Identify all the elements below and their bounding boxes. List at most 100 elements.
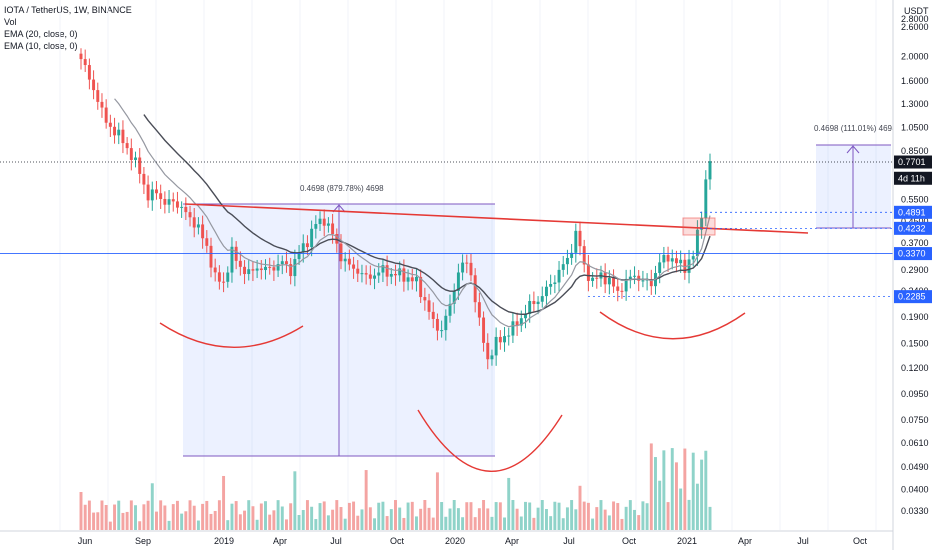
- candle-body: [322, 218, 326, 226]
- price-tick-label: 0.5500: [901, 194, 929, 204]
- ema20-line: [143, 114, 711, 315]
- volume-bar: [591, 518, 595, 530]
- volume-bar: [280, 506, 284, 530]
- volume-bar: [452, 500, 456, 530]
- candle-body: [503, 336, 506, 343]
- zone2-arrowhead: [846, 145, 860, 154]
- price-label-text: 0.7701: [898, 157, 926, 167]
- volume-bar: [129, 500, 133, 530]
- volume-bar: [159, 500, 163, 530]
- volume-bar: [255, 519, 259, 530]
- candle-body: [695, 229, 699, 257]
- volume-bar: [92, 512, 96, 530]
- volume-bar: [104, 504, 108, 530]
- candle-body: [289, 264, 293, 277]
- candle-body: [394, 273, 397, 276]
- candle-body: [285, 261, 288, 265]
- volume-bar: [373, 518, 377, 530]
- time-tick-label: 2019: [214, 536, 234, 546]
- volume-bar: [146, 500, 150, 530]
- price-tick-label: 0.8500: [901, 146, 929, 156]
- volume-bar: [377, 502, 381, 530]
- volume-bar: [175, 500, 179, 530]
- candle-body: [175, 201, 179, 208]
- candle-body: [347, 258, 351, 265]
- candle-body: [603, 272, 607, 285]
- volume-bar: [515, 508, 519, 530]
- candle-body: [507, 335, 511, 337]
- volume-bar: [440, 502, 444, 530]
- candle-body: [624, 278, 628, 292]
- candle-body: [528, 301, 532, 315]
- candle-body: [238, 260, 242, 267]
- volume-bar: [544, 509, 548, 530]
- volume-bar: [431, 517, 435, 530]
- time-tick-label: Jun: [78, 536, 93, 546]
- candle-body: [159, 193, 163, 199]
- candle-body: [498, 336, 502, 343]
- volume-bar: [243, 510, 247, 530]
- volume-bar: [192, 505, 196, 530]
- candle-body: [117, 129, 121, 136]
- candle-body: [352, 264, 356, 269]
- candle-body: [628, 276, 632, 279]
- volume-bar: [343, 518, 347, 530]
- time-axis[interactable]: Jun Sep 2019 Apr Jul Oct 2020 Apr Jul Oct 2021 Apr J…: [0, 530, 893, 546]
- candle-body: [658, 262, 662, 274]
- candle-body: [163, 198, 167, 205]
- candle-body: [377, 272, 381, 276]
- time-tick-label: Oct: [390, 536, 405, 546]
- volume-bar: [427, 507, 431, 530]
- candle-body: [511, 321, 515, 336]
- candle-body: [620, 290, 624, 292]
- candle-body: [435, 318, 439, 331]
- candle-body: [129, 148, 133, 160]
- price-tick-label: 0.0950: [901, 389, 929, 399]
- volume-bar: [435, 472, 439, 530]
- volume-bar: [549, 516, 553, 530]
- volume-bar: [540, 500, 544, 530]
- candle-body: [557, 269, 561, 283]
- candle-body: [406, 277, 410, 282]
- price-label-badge: [894, 171, 932, 185]
- volume-bar: [87, 500, 91, 530]
- candle-body: [687, 259, 691, 273]
- price-label-badge: [894, 155, 932, 169]
- volume-bar: [289, 503, 293, 530]
- volume-bar: [532, 517, 536, 530]
- candle-body: [385, 265, 389, 277]
- volume-bar: [586, 502, 590, 530]
- volume-bar: [251, 506, 255, 530]
- volume-bar: [142, 504, 146, 530]
- volume-bar: [272, 510, 276, 530]
- candle-body: [364, 273, 368, 275]
- volume-bar: [645, 503, 649, 530]
- volume-bar: [662, 450, 666, 530]
- candle-body: [524, 314, 527, 319]
- candle-body: [230, 246, 234, 273]
- measure-label-2: 0.4698 (111.01%) 4698: [814, 124, 897, 133]
- candle-body: [192, 217, 196, 228]
- candle-body: [125, 143, 129, 149]
- candle-body: [381, 265, 385, 273]
- candle-body: [226, 272, 230, 282]
- candle-body: [553, 282, 557, 284]
- volume-bar: [641, 501, 645, 530]
- candle-body: [314, 224, 318, 229]
- candle-body: [356, 268, 360, 274]
- volume-bar: [234, 501, 238, 530]
- measure-label-1: 0.4698 (879.78%) 4698: [300, 184, 384, 193]
- candle-body: [666, 254, 670, 262]
- price-tick-label: 1.6000: [901, 76, 929, 86]
- candle-body: [540, 296, 544, 302]
- volume-bar: [268, 514, 272, 530]
- volume-bar: [477, 508, 481, 530]
- candle-body: [297, 252, 301, 260]
- price-label-badge: [894, 205, 932, 219]
- candle-body: [482, 317, 486, 343]
- candle-body: [205, 238, 209, 246]
- volume-bar: [695, 483, 699, 530]
- legend-ema20: EMA (20, close, 0): [4, 29, 78, 39]
